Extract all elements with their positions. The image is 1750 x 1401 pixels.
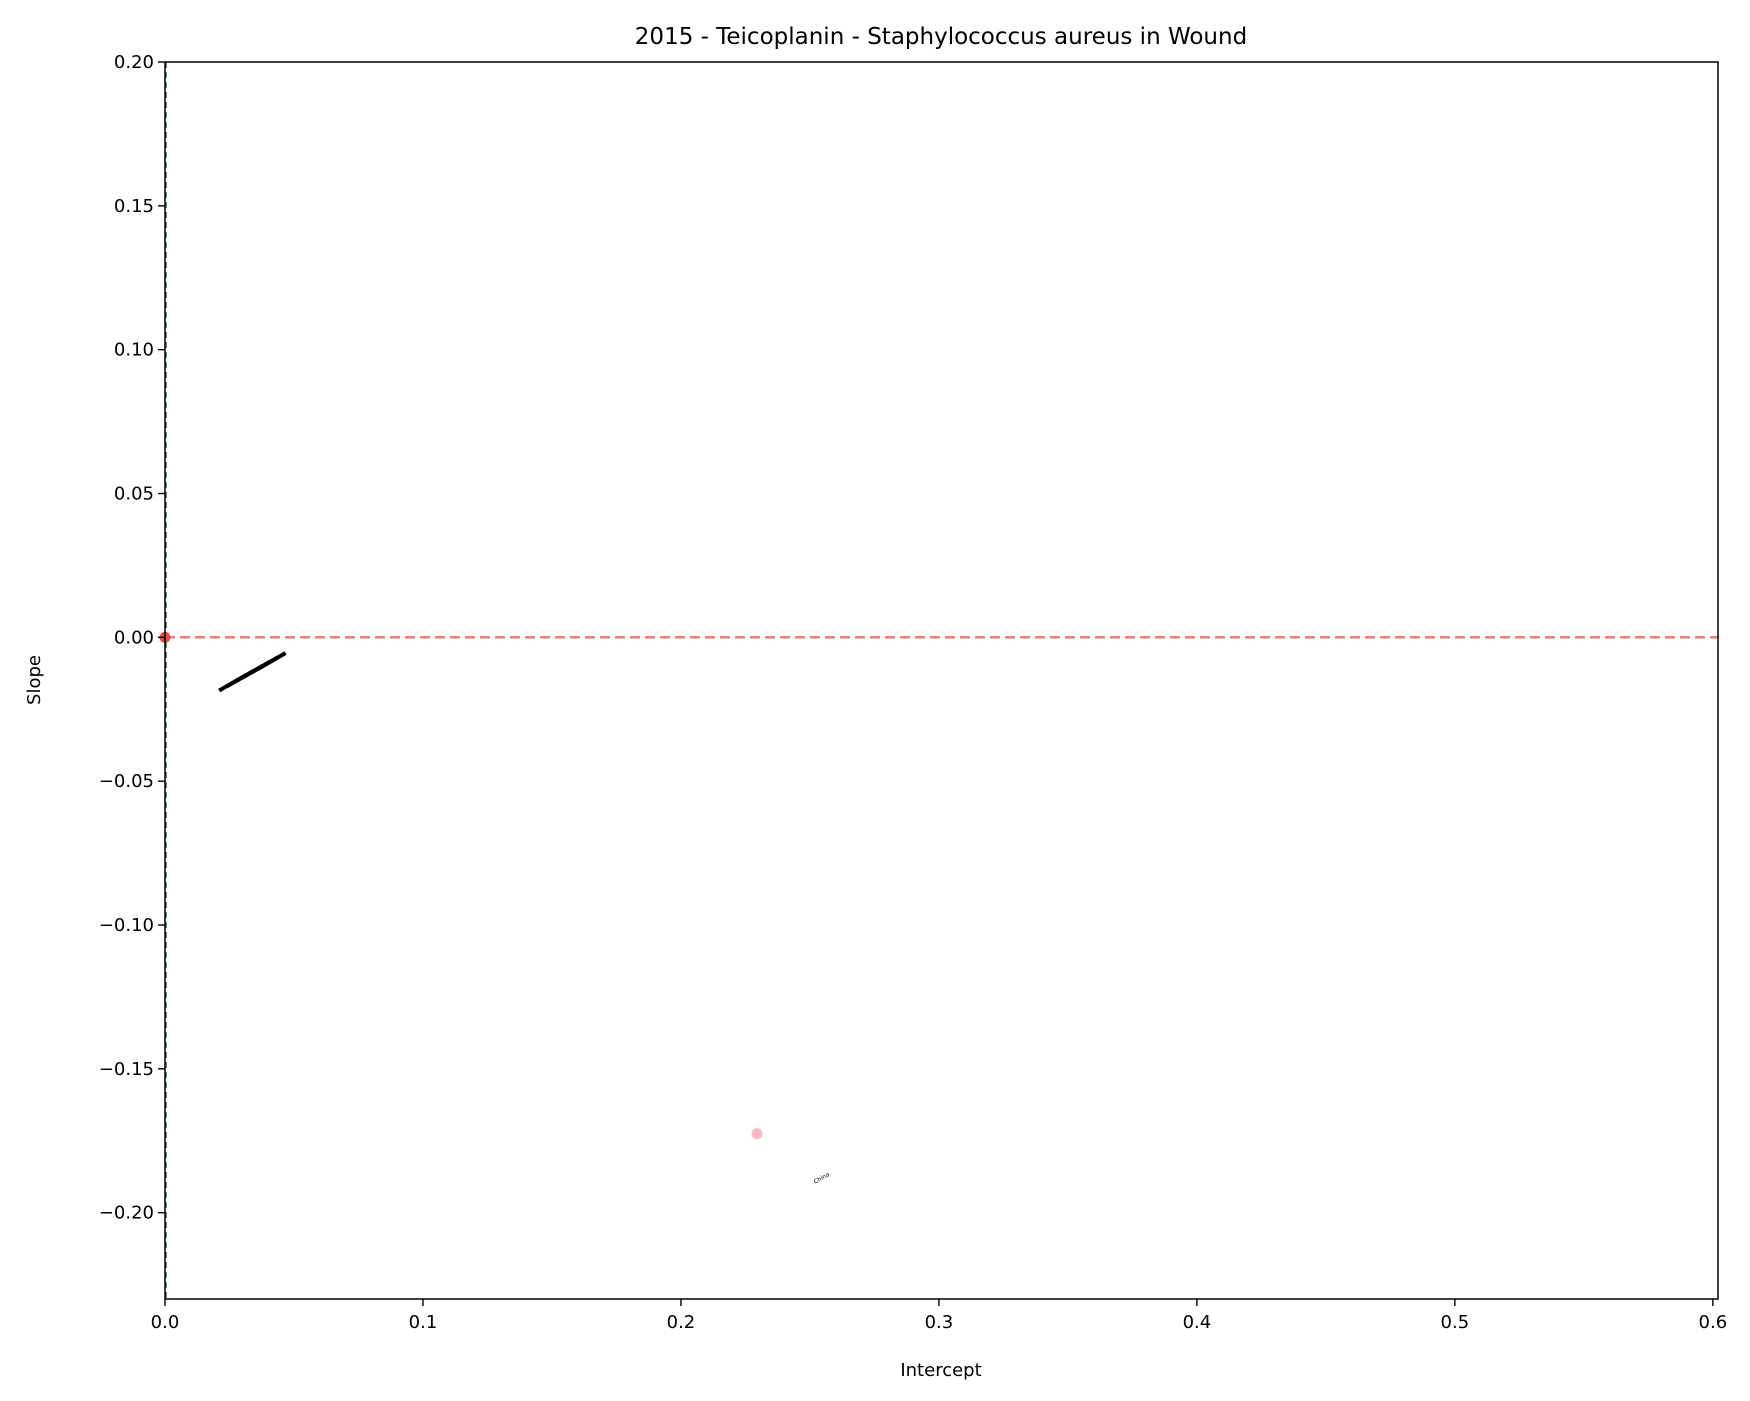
plot-frame <box>164 61 1719 1300</box>
x-tick-label: 0.6 <box>1699 1312 1728 1333</box>
y-tick-label: 0.00 <box>114 627 154 648</box>
y-tick-label: 0.05 <box>114 484 154 505</box>
y-tick-label: 0.20 <box>114 52 154 73</box>
x-tick-label: 0.3 <box>925 1312 954 1333</box>
plot-area: China <box>159 62 1718 1299</box>
y-tick-label: 0.15 <box>114 196 154 217</box>
x-tick-label: 0.0 <box>151 1312 180 1333</box>
x-axis-ticks: 0.0 0.1 0.2 0.3 0.4 0.5 0.6 <box>151 1299 1727 1333</box>
x-tick-label: 0.5 <box>1441 1312 1470 1333</box>
point-annotation: China <box>813 1171 832 1186</box>
y-tick-label: −0.15 <box>99 1059 154 1080</box>
y-axis-ticks: 0.20 0.15 0.10 0.05 0.00 −0.05 −0.10 −0.15 −0.20 <box>99 52 165 1224</box>
chart-title: 2015 - Teicoplanin - Staphylococcus aure… <box>635 24 1247 50</box>
point-annotation <box>256 651 287 671</box>
data-point <box>751 1128 763 1140</box>
y-tick-label: −0.05 <box>99 771 154 792</box>
x-tick-label: 0.1 <box>409 1312 438 1333</box>
x-tick-label: 0.2 <box>667 1312 696 1333</box>
x-axis-label: Intercept <box>900 1360 981 1381</box>
y-axis-label: Slope <box>24 655 45 705</box>
y-tick-label: −0.20 <box>99 1203 154 1224</box>
y-tick-label: 0.10 <box>114 340 154 361</box>
y-tick-label: −0.10 <box>99 915 154 936</box>
x-tick-label: 0.4 <box>1183 1312 1212 1333</box>
